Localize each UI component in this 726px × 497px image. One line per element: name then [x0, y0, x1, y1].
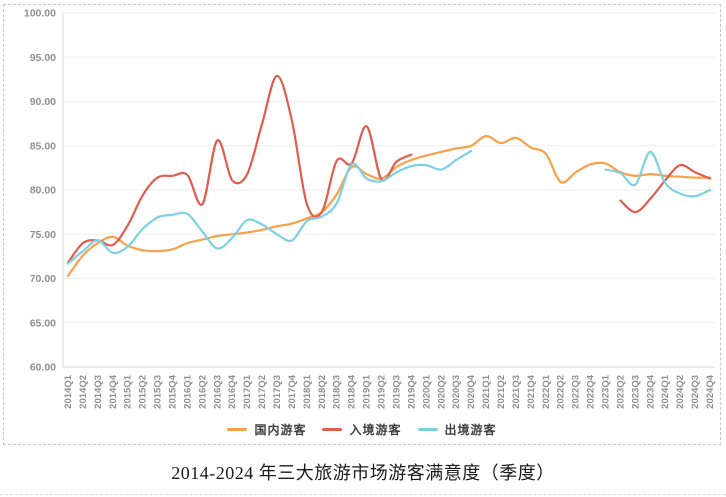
svg-text:2016Q3: 2016Q3: [212, 375, 223, 409]
svg-text:2017Q2: 2017Q2: [257, 375, 268, 409]
chart-figure: 100.00 95.00 90.00 85.00 80.00 75.00 70.00 65.0…: [3, 4, 721, 445]
svg-text:2019Q2: 2019Q2: [377, 375, 388, 409]
svg-text:2021Q2: 2021Q2: [496, 375, 507, 409]
svg-text:2024Q4: 2024Q4: [705, 374, 716, 409]
svg-text:75.00: 75.00: [30, 229, 56, 241]
svg-text:2016Q4: 2016Q4: [227, 374, 238, 409]
svg-text:2021Q1: 2021Q1: [481, 374, 492, 409]
svg-text:2023Q2: 2023Q2: [615, 375, 626, 409]
svg-text:2017Q1: 2017Q1: [242, 374, 253, 409]
svg-text:2014Q2: 2014Q2: [78, 375, 89, 409]
svg-text:80.00: 80.00: [30, 185, 56, 197]
svg-text:2020Q1: 2020Q1: [421, 374, 432, 409]
svg-text:2019Q1: 2019Q1: [362, 374, 373, 409]
svg-text:60.00: 60.00: [30, 362, 56, 374]
svg-text:2017Q4: 2017Q4: [287, 374, 298, 409]
svg-text:2018Q1: 2018Q1: [302, 374, 313, 409]
svg-text:2019Q3: 2019Q3: [391, 375, 402, 409]
svg-text:2022Q4: 2022Q4: [586, 374, 597, 409]
svg-text:85.00: 85.00: [30, 140, 56, 152]
chart-canvas: 100.00 95.00 90.00 85.00 80.00 75.00 70.00 65.0…: [24, 8, 716, 409]
svg-text:2017Q3: 2017Q3: [272, 375, 283, 409]
svg-text:2015Q1: 2015Q1: [123, 374, 134, 409]
bottom-dashed-rule: [0, 494, 726, 495]
svg-text:2018Q3: 2018Q3: [332, 375, 343, 409]
chart-legend: 国内游客 入境游客 出境游客: [4, 417, 720, 441]
svg-text:2020Q3: 2020Q3: [451, 375, 462, 409]
svg-text:2021Q3: 2021Q3: [511, 375, 522, 409]
svg-text:2020Q4: 2020Q4: [466, 374, 477, 409]
legend-line-swatch-red: [322, 427, 343, 431]
svg-text:100.00: 100.00: [24, 8, 56, 20]
svg-text:2022Q2: 2022Q2: [556, 375, 567, 409]
svg-text:2024Q2: 2024Q2: [675, 375, 686, 409]
figure-caption: 2014-2024 年三大旅游市场游客满意度（季度）: [171, 463, 555, 483]
svg-text:2016Q1: 2016Q1: [182, 374, 193, 409]
legend-label-inbound-tourists: 入境游客: [349, 422, 402, 437]
svg-text:2015Q4: 2015Q4: [168, 374, 179, 409]
svg-text:2019Q4: 2019Q4: [406, 374, 417, 409]
svg-text:2014Q1: 2014Q1: [63, 374, 74, 409]
svg-text:2022Q3: 2022Q3: [571, 375, 582, 409]
legend-line-swatch-blue: [417, 427, 438, 431]
legend-item-outbound-tourists: 出境游客: [417, 421, 497, 438]
svg-text:95.00: 95.00: [30, 52, 56, 64]
svg-text:2020Q2: 2020Q2: [436, 375, 447, 409]
svg-text:2021Q4: 2021Q4: [526, 374, 537, 409]
svg-text:2024Q1: 2024Q1: [660, 374, 671, 409]
svg-text:2018Q2: 2018Q2: [317, 375, 328, 409]
legend-label-outbound-tourists: 出境游客: [444, 422, 497, 437]
svg-text:2023Q4: 2023Q4: [645, 374, 656, 409]
legend-line-swatch-orange: [227, 427, 248, 431]
legend-item-inbound-tourists: 入境游客: [322, 421, 401, 438]
svg-text:2024Q3: 2024Q3: [690, 375, 701, 409]
svg-text:2023Q3: 2023Q3: [630, 375, 641, 409]
svg-text:2023Q1: 2023Q1: [600, 374, 611, 409]
svg-text:65.00: 65.00: [30, 317, 56, 329]
svg-text:2016Q2: 2016Q2: [197, 375, 208, 409]
svg-text:2022Q1: 2022Q1: [541, 374, 552, 409]
svg-text:2018Q4: 2018Q4: [347, 374, 358, 409]
svg-text:2014Q3: 2014Q3: [93, 375, 104, 409]
svg-text:2014Q4: 2014Q4: [108, 374, 119, 409]
legend-item-domestic-tourists: 国内游客: [227, 421, 306, 438]
legend-label-domestic-tourists: 国内游客: [254, 422, 307, 437]
svg-text:2015Q3: 2015Q3: [153, 375, 164, 409]
svg-text:2015Q2: 2015Q2: [138, 375, 149, 409]
svg-text:90.00: 90.00: [30, 96, 56, 108]
svg-text:70.00: 70.00: [30, 273, 56, 285]
